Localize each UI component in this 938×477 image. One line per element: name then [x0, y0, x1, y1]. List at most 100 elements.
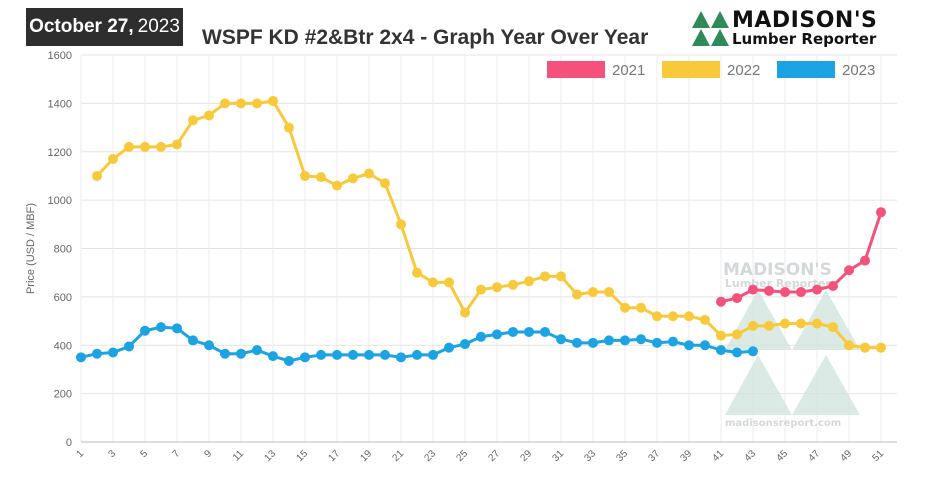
data-point-2022 [876, 342, 886, 353]
data-point-2022 [620, 302, 630, 313]
data-point-2023 [556, 334, 566, 345]
data-point-2023 [172, 323, 182, 334]
data-point-2022 [236, 98, 246, 109]
data-point-2022 [460, 307, 470, 318]
x-tick-label: 27 [486, 448, 502, 464]
data-point-2022 [124, 141, 134, 152]
legend-item-2023: 2023 [777, 61, 875, 79]
watermark-tree-icon [792, 355, 860, 415]
data-point-2023 [76, 352, 86, 363]
x-tick-label: 17 [326, 448, 342, 464]
data-point-2022 [508, 279, 518, 290]
data-point-2023 [316, 349, 326, 360]
x-tick-label: 43 [742, 448, 758, 464]
data-point-2023 [236, 348, 246, 359]
x-tick-label: 29 [518, 448, 534, 464]
data-point-2022 [652, 311, 662, 322]
legend-item-2021: 2021 [547, 61, 645, 79]
x-tick-label: 1 [74, 448, 86, 460]
data-point-2022 [108, 154, 118, 165]
madisons-logo: MADISON'S Lumber Reporter [692, 8, 924, 48]
data-point-2023 [732, 347, 742, 358]
data-point-2023 [284, 355, 294, 366]
x-tick-label: 9 [202, 448, 214, 460]
data-point-2022 [220, 98, 230, 109]
chart-title: WSPF KD #2&Btr 2x4 - Graph Year Over Yea… [202, 26, 649, 49]
data-point-2021 [748, 284, 758, 295]
y-tick-label: 1600 [48, 50, 72, 62]
data-point-2023 [668, 336, 678, 347]
data-point-2022 [860, 342, 870, 353]
data-point-2023 [188, 335, 198, 346]
y-axis-label: Price (USD / MBF) [25, 203, 37, 294]
data-point-2021 [876, 207, 886, 218]
data-point-2022 [268, 95, 278, 106]
data-point-2022 [524, 276, 534, 287]
data-point-2023 [460, 339, 470, 350]
series-2021 [716, 207, 886, 307]
legend-label: 2022 [727, 62, 760, 79]
data-point-2022 [140, 141, 150, 152]
x-tick-label: 23 [422, 448, 438, 464]
date-badge: October 27, 2023 [26, 8, 183, 46]
data-point-2022 [332, 180, 342, 191]
data-point-2021 [812, 284, 822, 295]
data-point-2023 [524, 326, 534, 337]
data-point-2023 [572, 337, 582, 348]
data-point-2022 [412, 267, 422, 278]
data-point-2023 [332, 349, 342, 360]
x-tick-label: 21 [390, 448, 406, 464]
watermark-url: madisonsreport.com [725, 418, 841, 429]
data-point-2023 [428, 349, 438, 360]
data-point-2022 [636, 302, 646, 313]
x-tick-label: 19 [358, 448, 374, 464]
x-tick-label: 15 [294, 448, 310, 464]
data-point-2022 [396, 219, 406, 230]
y-tick-label: 600 [54, 292, 72, 304]
series-2022 [92, 95, 886, 353]
data-point-2023 [380, 349, 390, 360]
data-point-2022 [172, 139, 182, 150]
legend-label: 2023 [842, 62, 875, 79]
data-point-2022 [348, 173, 358, 184]
data-point-2023 [252, 345, 262, 356]
data-point-2022 [716, 330, 726, 341]
x-tick-label: 33 [582, 448, 598, 464]
legend-swatch [777, 61, 835, 78]
x-tick-label: 35 [614, 448, 630, 464]
date-year: 2023 [137, 16, 180, 37]
data-point-2023 [604, 335, 614, 346]
data-point-2023 [412, 349, 422, 360]
watermark-tree-icon [725, 355, 792, 415]
x-tick-label: 13 [262, 448, 278, 464]
data-point-2021 [844, 265, 854, 276]
data-point-2023 [716, 345, 726, 356]
data-point-2023 [748, 346, 758, 357]
logo-subtitle: Lumber Reporter [732, 30, 877, 48]
x-tick-label: 39 [678, 448, 694, 464]
data-point-2023 [492, 329, 502, 340]
data-point-2023 [124, 341, 134, 352]
x-tick-label: 31 [550, 448, 566, 464]
data-point-2023 [220, 348, 230, 359]
data-point-2021 [764, 285, 774, 296]
data-point-2022 [204, 110, 214, 121]
y-tick-label: 400 [54, 340, 72, 352]
data-point-2022 [492, 282, 502, 293]
x-tick-label: 7 [170, 448, 182, 460]
data-point-2022 [684, 311, 694, 322]
watermark-name: MADISON'S [723, 260, 832, 280]
data-point-2022 [556, 271, 566, 282]
data-point-2022 [764, 320, 774, 331]
data-point-2022 [572, 289, 582, 300]
legend-label: 2021 [612, 62, 645, 79]
x-tick-label: 5 [138, 448, 150, 460]
date-month-day: October 27, [29, 16, 134, 37]
y-tick-label: 200 [54, 389, 72, 401]
legend-item-2022: 2022 [662, 61, 760, 79]
x-tick-label: 49 [838, 448, 854, 464]
data-point-2022 [780, 318, 790, 329]
data-point-2022 [188, 115, 198, 126]
